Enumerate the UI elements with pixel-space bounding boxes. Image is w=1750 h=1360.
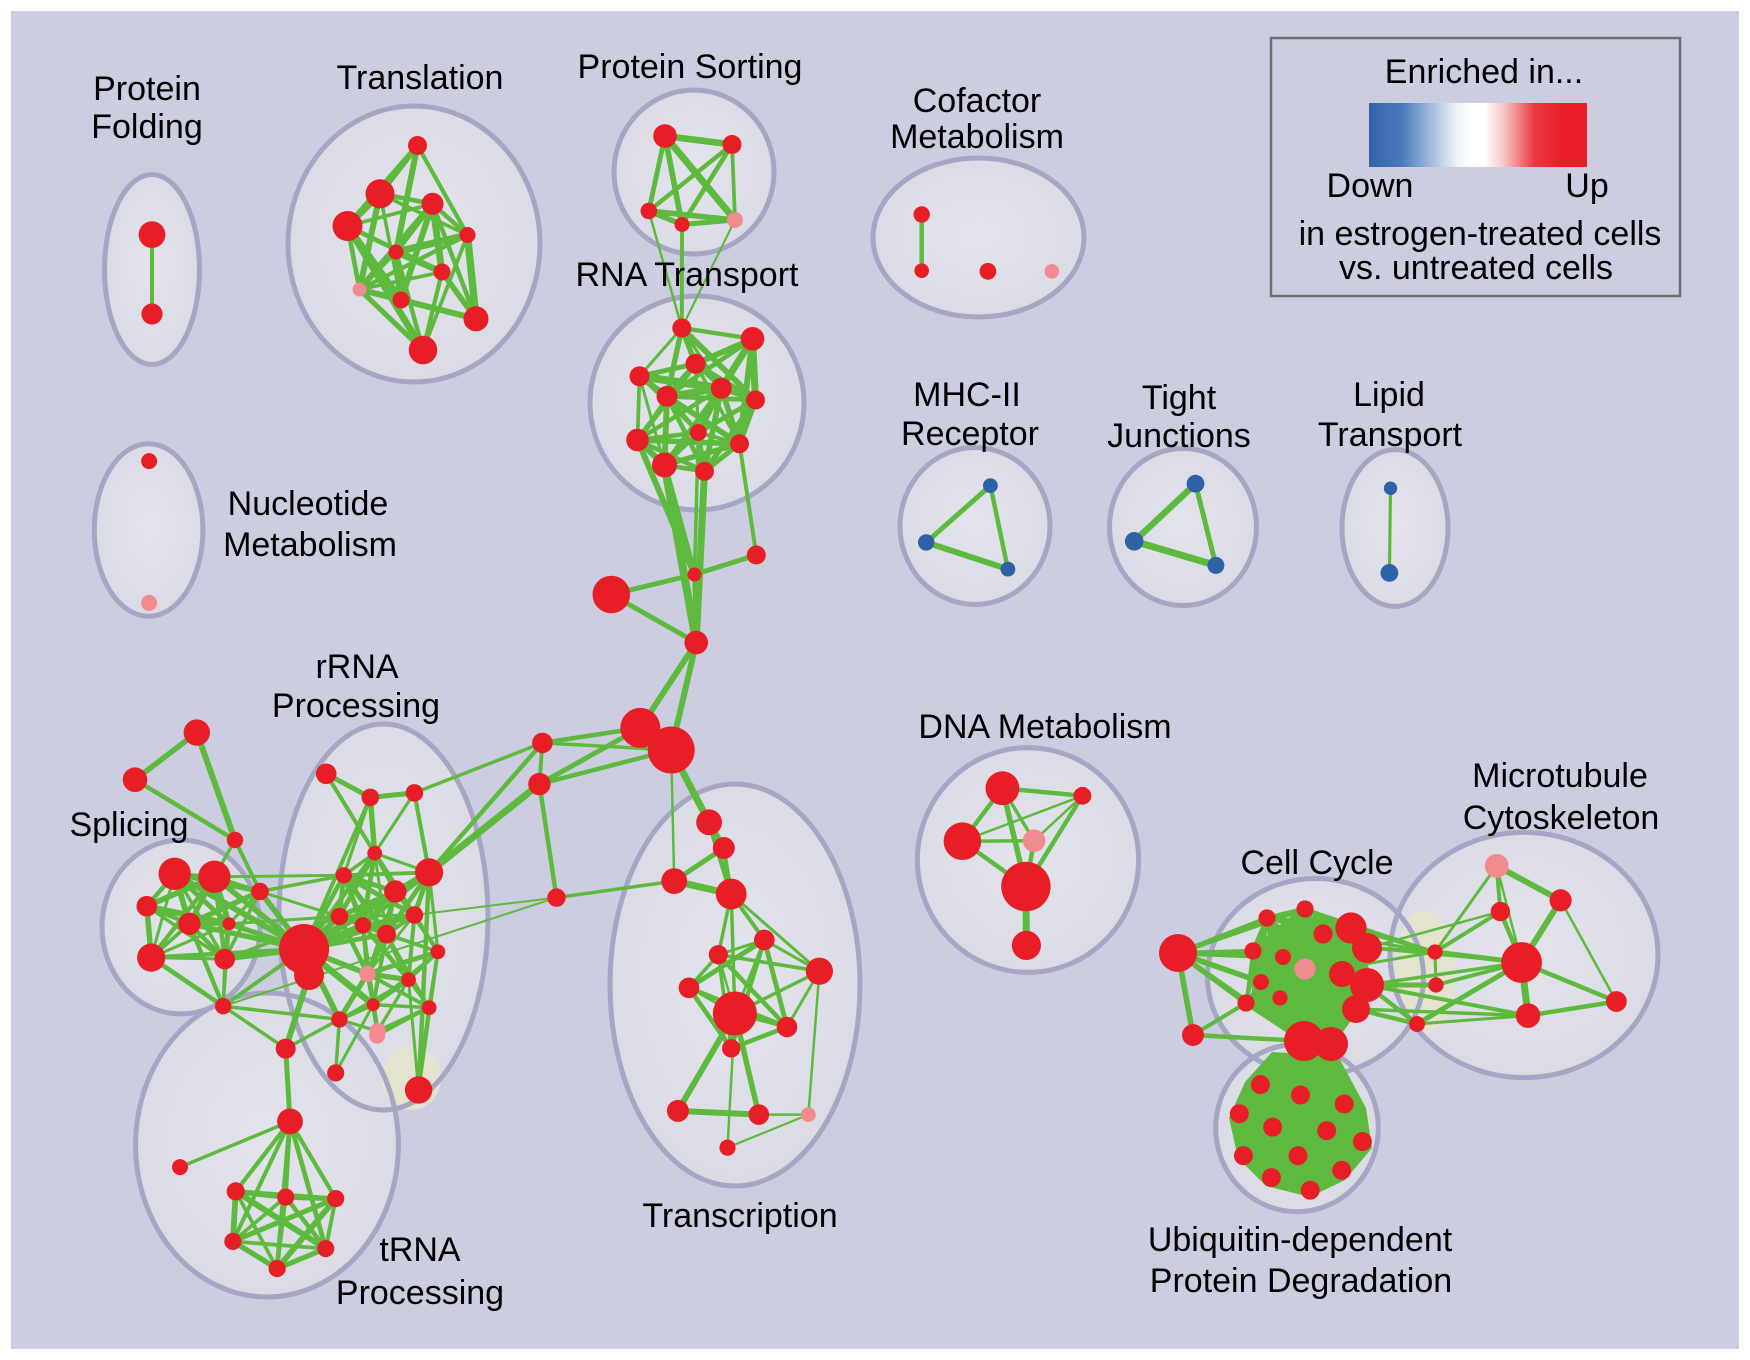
svg-text:Up: Up	[1565, 167, 1608, 205]
svg-text:Lipid: Lipid	[1353, 376, 1425, 414]
svg-text:Splicing: Splicing	[69, 806, 188, 844]
svg-text:RNA Transport: RNA Transport	[576, 256, 800, 294]
svg-text:DNA Metabolism: DNA Metabolism	[918, 708, 1171, 746]
svg-text:Metabolism: Metabolism	[890, 118, 1064, 156]
svg-text:rRNA: rRNA	[315, 648, 398, 686]
svg-text:Junctions: Junctions	[1107, 417, 1251, 455]
svg-text:Cofactor: Cofactor	[913, 82, 1042, 120]
svg-text:Folding: Folding	[91, 108, 203, 146]
svg-text:Enriched in...: Enriched in...	[1385, 53, 1583, 91]
svg-text:Receptor: Receptor	[901, 415, 1039, 453]
svg-text:in estrogen-treated cells: in estrogen-treated cells	[1299, 215, 1662, 253]
svg-text:Nucleotide: Nucleotide	[228, 485, 389, 523]
svg-text:Cytoskeleton: Cytoskeleton	[1463, 799, 1660, 837]
svg-text:Ubiquitin-dependent: Ubiquitin-dependent	[1148, 1221, 1453, 1259]
svg-text:Down: Down	[1327, 167, 1414, 205]
svg-text:Transport: Transport	[1318, 416, 1463, 454]
svg-text:Processing: Processing	[272, 687, 440, 725]
svg-text:Tight: Tight	[1142, 379, 1217, 417]
svg-text:Protein Degradation: Protein Degradation	[1150, 1262, 1452, 1300]
svg-text:Cell Cycle: Cell Cycle	[1240, 844, 1393, 882]
svg-text:tRNA: tRNA	[379, 1231, 461, 1269]
svg-text:Protein Sorting: Protein Sorting	[578, 48, 803, 86]
svg-text:MHC-II: MHC-II	[913, 376, 1021, 414]
svg-text:Translation: Translation	[337, 59, 504, 97]
svg-text:vs. untreated cells: vs. untreated cells	[1339, 249, 1613, 287]
svg-text:Protein: Protein	[93, 70, 201, 108]
svg-text:Processing: Processing	[336, 1274, 504, 1312]
svg-text:Transcription: Transcription	[642, 1197, 837, 1235]
svg-text:Microtubule: Microtubule	[1472, 757, 1648, 795]
svg-text:Metabolism: Metabolism	[223, 526, 397, 564]
